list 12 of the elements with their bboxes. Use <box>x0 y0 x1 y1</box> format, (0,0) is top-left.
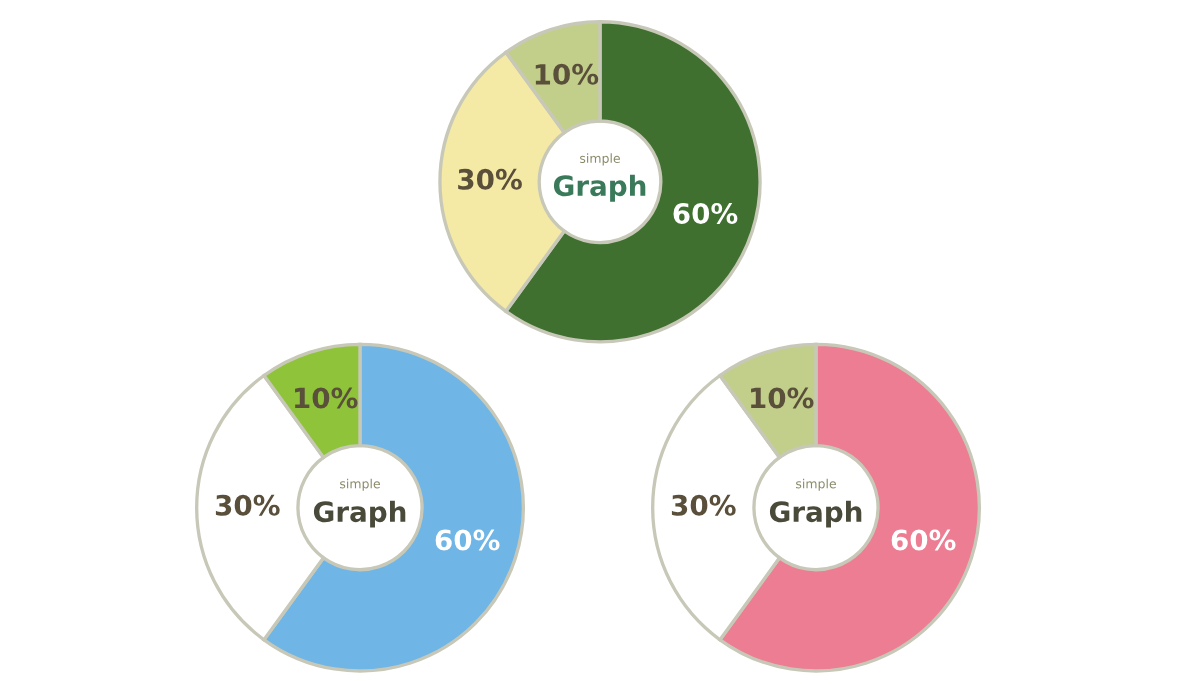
data-label: 30% <box>671 494 736 516</box>
data-label: 30% <box>215 494 280 516</box>
data-label: 10% <box>295 387 358 409</box>
data-label: 60% <box>891 529 956 551</box>
data-label: 10% <box>751 387 814 409</box>
data-label: 30% <box>458 168 522 190</box>
data-label: 60% <box>435 529 500 551</box>
text: Graph <box>313 500 406 528</box>
text: Graph <box>769 500 862 528</box>
text: Graph <box>553 174 646 202</box>
data-label: 60% <box>673 202 738 224</box>
data-label: 10% <box>535 63 599 85</box>
